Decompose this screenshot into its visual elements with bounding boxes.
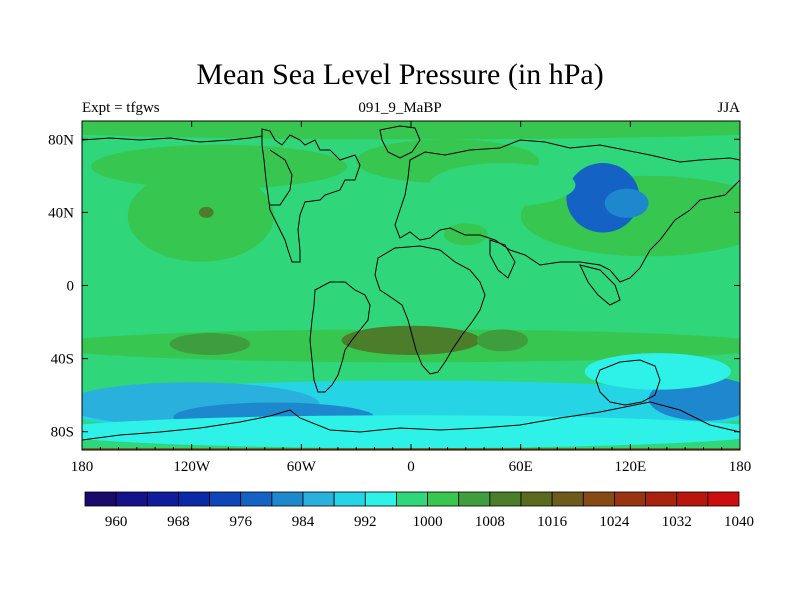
north-america-inland-outline	[269, 149, 293, 206]
pressure-region	[685, 184, 740, 240]
y-tick-label: 40N	[48, 205, 74, 221]
colorbar-label: 984	[292, 514, 315, 530]
australia-outline	[595, 359, 661, 406]
colorbar-label: 960	[105, 514, 128, 530]
colorbar-swatch	[115, 491, 148, 507]
colorbar-swatch	[84, 491, 117, 507]
arabia-outline	[489, 239, 516, 279]
eurasia-outline	[394, 139, 740, 283]
colorbar-swatch	[333, 491, 366, 507]
pressure-region	[198, 206, 214, 218]
season-label: JJA	[717, 100, 740, 116]
north-america-outline	[261, 128, 361, 263]
antarctica-outline	[82, 401, 740, 441]
x-tick-label: 60E	[509, 459, 533, 475]
x-tick-label: 120E	[614, 459, 646, 475]
pressure-region	[476, 329, 528, 352]
pressure-region	[429, 163, 576, 207]
y-tick-label: 40S	[51, 352, 74, 368]
pressure-region	[584, 353, 731, 390]
x-tick-label: 60W	[287, 459, 317, 475]
y-tick-label: 80S	[51, 425, 74, 441]
colorbar-swatch	[582, 491, 615, 507]
x-tick-label: 180	[71, 459, 94, 475]
colorbar-label: 1016	[537, 514, 568, 530]
run-label: 091_9_MaBP	[358, 100, 442, 116]
colorbar-swatch	[271, 491, 304, 507]
colorbar-label: 968	[167, 514, 190, 530]
arctic-coast-outline	[82, 135, 263, 143]
pressure-field	[82, 121, 740, 450]
colorbar-swatch	[396, 491, 428, 507]
colorbar-swatch	[458, 491, 491, 507]
pressure-region	[169, 333, 251, 355]
colorbar-swatch	[178, 491, 210, 507]
pressure-region	[82, 415, 740, 449]
colorbar: 960 968 976 984 992 1000 1008 1016 1024 1032 1040	[84, 491, 754, 530]
colorbar-label: 976	[229, 514, 252, 530]
colorbar-swatch	[614, 491, 646, 507]
south-america-outline	[309, 281, 371, 393]
colorbar-swatch	[364, 491, 397, 507]
colorbar-swatch	[146, 491, 179, 507]
coastline-outlines	[82, 125, 740, 441]
colorbar-swatch	[676, 491, 709, 507]
pressure-region	[127, 170, 274, 262]
colorbar-label: 1008	[475, 514, 505, 530]
colorbar-swatch	[520, 491, 553, 507]
colorbar-swatch	[489, 491, 522, 507]
experiment-label: Expt = tfgws	[82, 100, 160, 116]
southeast-asia-outline	[579, 264, 621, 306]
x-tick-label: 180	[729, 459, 752, 475]
colorbar-label: 1040	[724, 514, 754, 530]
y-tick-label: 0	[67, 279, 75, 295]
colorbar-label: 992	[354, 514, 377, 530]
colorbar-label: 1024	[599, 514, 630, 530]
colorbar-label: 1000	[413, 514, 443, 530]
map-axes: 180 120W 60W 0 60E 120E 180 80N 40N 0 40S 80S	[48, 121, 751, 475]
colorbar-swatch	[645, 491, 678, 507]
colorbar-swatch	[302, 491, 335, 507]
colorbar-swatch	[707, 491, 740, 507]
pressure-region	[91, 144, 348, 189]
x-tick-label: 120W	[173, 459, 211, 475]
plot-title: Mean Sea Level Pressure (in hPa)	[196, 58, 604, 91]
greenland-outline	[379, 125, 421, 159]
colorbar-swatch	[551, 491, 584, 507]
colorbar-swatch	[240, 491, 273, 507]
y-tick-label: 80N	[48, 132, 74, 148]
colorbar-swatch	[427, 491, 460, 507]
pressure-region	[82, 121, 740, 140]
pressure-region	[604, 188, 649, 218]
africa-outline	[374, 245, 486, 375]
pressure-region	[443, 223, 488, 246]
colorbar-swatch	[209, 491, 242, 507]
colorbar-label: 1032	[662, 514, 692, 530]
pressure-region	[341, 325, 481, 355]
x-tick-label: 0	[407, 459, 415, 475]
